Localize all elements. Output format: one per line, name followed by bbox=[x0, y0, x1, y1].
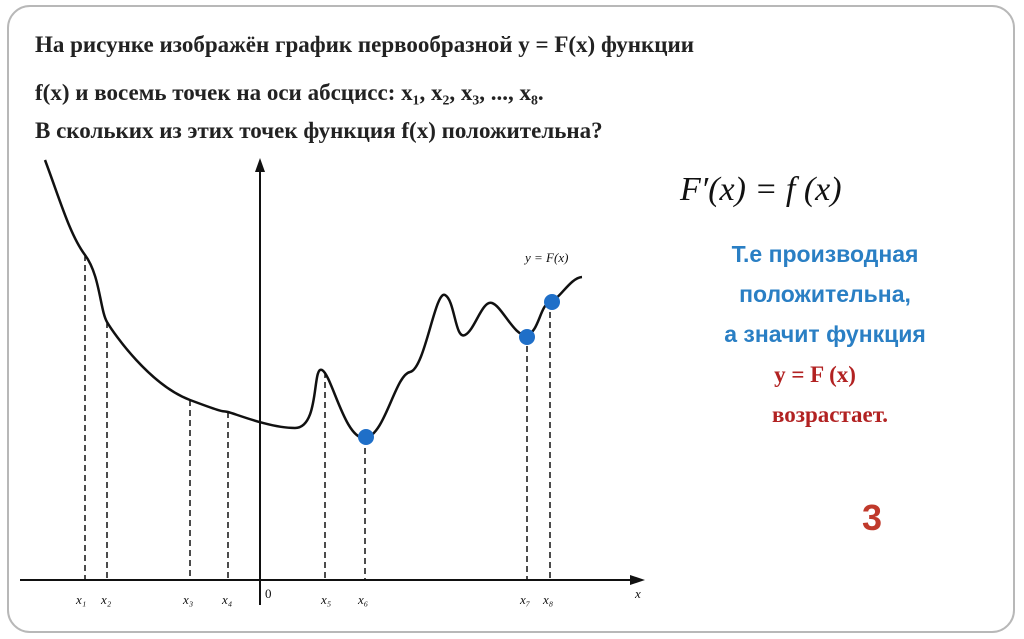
point-label: x₃ bbox=[182, 592, 193, 607]
curve bbox=[43, 159, 583, 440]
y-arrow bbox=[255, 158, 265, 172]
curve-label: y = F(x) bbox=[523, 250, 568, 265]
problem-line: f(x) и восемь точек на оси абсцисс: x₁, … bbox=[35, 80, 544, 105]
graph: y = F(x) 0 x x₁ x₂ x₃ x₄ x₅ x₆ x₇ x₈ bbox=[20, 158, 645, 607]
axis-label: x bbox=[634, 586, 641, 601]
point-label: x₄ bbox=[221, 592, 233, 607]
highlight-dot bbox=[544, 294, 560, 310]
problem-line: На рисунке изображён график первообразно… bbox=[35, 32, 694, 57]
explanation-line: а значит функция bbox=[724, 321, 926, 347]
origin-label: 0 bbox=[265, 586, 272, 601]
point-label: x₅ bbox=[320, 592, 331, 607]
point-label: x₈ bbox=[542, 592, 554, 607]
highlight-dot bbox=[519, 329, 535, 345]
point-label: x₇ bbox=[519, 592, 531, 607]
explanation-red: y = F (x) bbox=[774, 362, 856, 387]
formula: F′(x) = f (x) bbox=[679, 171, 842, 208]
point-label: x₁ bbox=[75, 592, 86, 607]
point-label: x₂ bbox=[100, 592, 112, 607]
problem-line: В скольких из этих точек функция f(x) по… bbox=[35, 118, 603, 143]
highlight-dot bbox=[358, 429, 374, 445]
explanation-red: возрастает. bbox=[772, 402, 888, 427]
point-label: x₆ bbox=[357, 592, 368, 607]
answer: 3 bbox=[862, 497, 882, 538]
explanation-line: Т.е производная bbox=[732, 241, 919, 267]
dashed-lines bbox=[84, 255, 551, 580]
explanation-line: положительна, bbox=[739, 281, 911, 307]
x-arrow bbox=[630, 575, 645, 585]
